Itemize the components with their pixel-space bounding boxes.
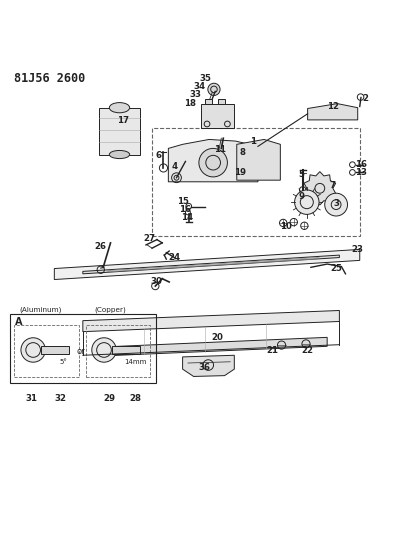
- Text: 16: 16: [179, 205, 191, 214]
- Bar: [86, 325, 150, 377]
- Bar: [152, 128, 359, 236]
- Polygon shape: [168, 140, 257, 182]
- Text: 32: 32: [54, 394, 66, 403]
- Text: 30: 30: [150, 277, 162, 286]
- Text: 14mm: 14mm: [124, 359, 146, 365]
- Polygon shape: [236, 140, 280, 180]
- Circle shape: [198, 148, 227, 177]
- Text: 10: 10: [280, 222, 292, 231]
- Text: 28: 28: [130, 394, 142, 403]
- Text: (Aluminum): (Aluminum): [19, 307, 61, 313]
- Bar: [41, 345, 69, 354]
- Polygon shape: [83, 255, 339, 274]
- Text: 81J56 2600: 81J56 2600: [13, 72, 85, 85]
- Text: 36: 36: [198, 363, 210, 372]
- Text: 14: 14: [180, 213, 192, 222]
- Polygon shape: [182, 356, 234, 376]
- Text: 16: 16: [354, 160, 366, 169]
- Text: 25: 25: [329, 264, 341, 273]
- Text: 23: 23: [351, 245, 363, 254]
- Bar: [14, 325, 79, 377]
- Circle shape: [324, 193, 347, 216]
- Text: 20: 20: [211, 333, 222, 342]
- Bar: [10, 314, 156, 383]
- Text: 3: 3: [333, 199, 338, 208]
- Text: A: A: [15, 317, 22, 327]
- Polygon shape: [83, 311, 339, 332]
- Bar: [204, 99, 212, 103]
- Bar: [200, 103, 233, 128]
- Ellipse shape: [109, 150, 129, 159]
- Text: 24: 24: [168, 253, 180, 262]
- Text: or: or: [77, 346, 85, 356]
- Circle shape: [21, 338, 45, 362]
- Circle shape: [294, 190, 318, 214]
- Text: 5°: 5°: [59, 359, 67, 365]
- Text: 15: 15: [176, 197, 188, 206]
- Polygon shape: [307, 103, 357, 120]
- Text: 22: 22: [301, 346, 313, 356]
- Text: 6: 6: [155, 151, 161, 160]
- Text: 26: 26: [94, 241, 106, 251]
- Text: 2: 2: [362, 94, 368, 103]
- Circle shape: [92, 338, 116, 362]
- Text: 7: 7: [329, 181, 335, 190]
- Polygon shape: [303, 172, 335, 205]
- Text: 9: 9: [297, 192, 303, 201]
- Text: 5: 5: [297, 171, 303, 180]
- Text: 27: 27: [143, 235, 155, 243]
- Text: 11: 11: [214, 145, 226, 154]
- Bar: [112, 345, 139, 354]
- Text: 13: 13: [354, 168, 366, 177]
- Text: 35: 35: [199, 74, 210, 83]
- Polygon shape: [54, 249, 359, 279]
- Text: 18: 18: [184, 99, 196, 108]
- Polygon shape: [99, 337, 326, 356]
- Text: 29: 29: [103, 394, 115, 403]
- Text: 4: 4: [171, 162, 177, 171]
- Text: 21: 21: [265, 346, 278, 356]
- Text: 33: 33: [189, 90, 201, 99]
- Bar: [99, 108, 139, 155]
- Text: 34: 34: [193, 82, 205, 91]
- Text: 17: 17: [117, 116, 129, 125]
- Text: 19: 19: [234, 168, 245, 177]
- Circle shape: [207, 83, 220, 95]
- Text: 1: 1: [249, 136, 256, 146]
- Text: (Copper): (Copper): [94, 307, 126, 313]
- Bar: [218, 99, 225, 103]
- Text: 12: 12: [326, 102, 339, 111]
- Text: 8: 8: [239, 148, 245, 157]
- Text: 31: 31: [26, 394, 38, 403]
- Ellipse shape: [109, 102, 129, 113]
